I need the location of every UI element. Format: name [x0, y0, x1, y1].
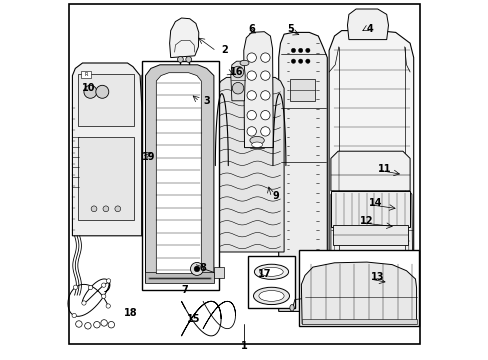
Bar	[142, 61, 219, 290]
Circle shape	[246, 127, 256, 136]
Circle shape	[260, 111, 269, 120]
Circle shape	[246, 53, 256, 62]
Circle shape	[72, 313, 76, 318]
Text: 17: 17	[258, 269, 271, 279]
Circle shape	[232, 66, 244, 78]
Text: 4: 4	[366, 24, 373, 34]
Circle shape	[103, 206, 108, 212]
Ellipse shape	[249, 136, 264, 144]
Circle shape	[84, 85, 97, 98]
Ellipse shape	[240, 60, 248, 66]
Circle shape	[102, 294, 105, 298]
Circle shape	[291, 59, 295, 63]
Text: 5: 5	[287, 24, 294, 34]
Circle shape	[298, 48, 302, 53]
Circle shape	[94, 321, 100, 328]
Text: 6: 6	[247, 24, 254, 34]
Ellipse shape	[251, 142, 262, 148]
Polygon shape	[230, 61, 244, 101]
Circle shape	[96, 85, 108, 98]
Circle shape	[305, 59, 309, 63]
Polygon shape	[156, 73, 201, 274]
Circle shape	[91, 206, 97, 212]
Polygon shape	[302, 319, 416, 324]
Polygon shape	[301, 262, 416, 324]
Ellipse shape	[254, 264, 288, 279]
Text: R: R	[84, 72, 87, 77]
Polygon shape	[145, 65, 213, 283]
Text: 19: 19	[142, 152, 155, 162]
Polygon shape	[72, 63, 142, 236]
Ellipse shape	[258, 291, 284, 301]
Polygon shape	[169, 18, 199, 58]
Circle shape	[73, 285, 78, 289]
Text: 11: 11	[377, 164, 390, 174]
Circle shape	[185, 57, 191, 62]
Polygon shape	[183, 85, 190, 101]
Circle shape	[194, 266, 200, 272]
Text: 16: 16	[230, 67, 243, 77]
Circle shape	[108, 321, 114, 328]
Polygon shape	[142, 68, 213, 236]
Polygon shape	[330, 151, 409, 191]
Bar	[78, 137, 134, 220]
Circle shape	[260, 71, 269, 80]
Text: 12: 12	[359, 216, 372, 226]
Circle shape	[305, 48, 309, 53]
Polygon shape	[328, 31, 413, 304]
Polygon shape	[330, 191, 409, 227]
Circle shape	[101, 320, 107, 326]
Polygon shape	[214, 267, 224, 278]
Polygon shape	[215, 77, 284, 252]
Bar	[298, 250, 418, 326]
Text: 9: 9	[272, 191, 279, 201]
Ellipse shape	[289, 305, 294, 311]
Circle shape	[76, 321, 82, 327]
Circle shape	[177, 57, 183, 62]
Text: 10: 10	[81, 83, 95, 93]
Circle shape	[190, 262, 203, 275]
Polygon shape	[244, 32, 273, 148]
Bar	[247, 256, 294, 308]
Polygon shape	[332, 225, 407, 245]
Text: 3: 3	[203, 96, 209, 106]
Text: 1: 1	[241, 341, 247, 351]
Circle shape	[260, 91, 269, 100]
Circle shape	[260, 53, 269, 62]
Text: 13: 13	[370, 272, 383, 282]
Polygon shape	[347, 9, 387, 40]
Text: 2: 2	[221, 45, 227, 55]
Circle shape	[246, 71, 256, 80]
Bar	[78, 74, 134, 126]
Circle shape	[246, 111, 256, 120]
Circle shape	[298, 59, 302, 63]
Bar	[172, 96, 194, 101]
Bar	[289, 79, 314, 101]
Polygon shape	[278, 32, 326, 311]
Ellipse shape	[253, 287, 289, 305]
Circle shape	[232, 82, 244, 94]
Text: 8: 8	[199, 263, 206, 273]
Ellipse shape	[259, 267, 283, 276]
Bar	[81, 71, 91, 78]
Circle shape	[84, 323, 91, 329]
Polygon shape	[145, 272, 213, 283]
Circle shape	[102, 283, 106, 287]
Circle shape	[88, 285, 92, 290]
Text: 14: 14	[368, 198, 382, 208]
Circle shape	[291, 48, 295, 53]
Polygon shape	[330, 187, 412, 304]
Circle shape	[106, 304, 110, 308]
Circle shape	[246, 91, 256, 100]
Circle shape	[81, 301, 86, 305]
Circle shape	[106, 279, 111, 283]
Text: 18: 18	[123, 308, 137, 318]
Circle shape	[115, 206, 121, 212]
Text: 7: 7	[182, 285, 188, 295]
Text: 15: 15	[186, 314, 200, 324]
Polygon shape	[172, 85, 179, 101]
Circle shape	[260, 127, 269, 136]
